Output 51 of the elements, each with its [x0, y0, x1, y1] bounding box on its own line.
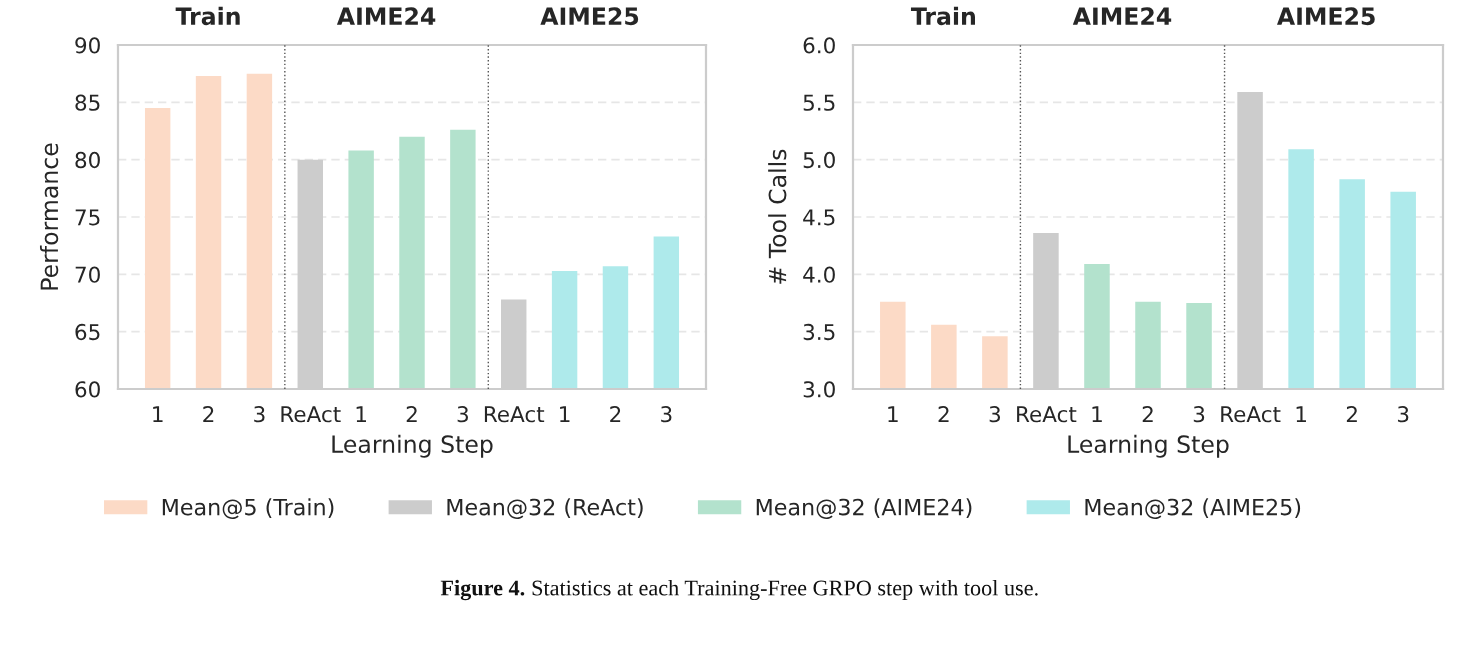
x-tick-label: 2 — [1346, 406, 1357, 423]
y-tick-label: 5.0 — [803, 151, 835, 169]
text: AIME25 — [540, 7, 639, 26]
y-tick-label: 80 — [75, 151, 100, 169]
text: AIME24 — [1072, 7, 1172, 25]
legend-label: Mean@5 (Train) — [162, 498, 334, 519]
x-tick-label: 2 — [203, 406, 214, 423]
y-tick-label: 75 — [75, 209, 100, 226]
x-tick-label: 3 — [1397, 406, 1409, 423]
x-tick-label: 3 — [661, 406, 672, 423]
x-tick-label: ReAct — [1017, 406, 1077, 423]
y-tick-label: 3.0 — [803, 381, 835, 398]
legend-label: Mean@32 (ReAct) — [447, 498, 643, 519]
text: Train — [175, 6, 240, 26]
x-tick-label: 1 — [888, 406, 898, 423]
x-tick-label: 3 — [1193, 406, 1205, 423]
x-tick-label: 3 — [254, 406, 265, 423]
text: Train — [910, 6, 975, 26]
x-tick-label: ReAct — [281, 406, 341, 423]
y-tick-label: 60 — [75, 381, 100, 398]
y-axis-title: # Tool Calls — [768, 149, 787, 284]
x-tick-label: 1 — [356, 406, 366, 423]
x-tick-label: ReAct — [1221, 406, 1281, 423]
y-tick-label: 4.5 — [803, 209, 835, 226]
x-tick-label: 1 — [560, 406, 570, 423]
x-tick-label: 2 — [610, 406, 621, 423]
x-tick-label: 2 — [938, 406, 949, 423]
x-axis-title: Learning Step — [332, 434, 493, 458]
y-tick-label: 5.5 — [803, 94, 835, 111]
text: AIME25 — [1276, 7, 1375, 26]
legend-label: Mean@32 (AIME25) — [1085, 498, 1301, 519]
y-axis-title: Performance — [39, 143, 59, 290]
y-tick-label: 4.0 — [803, 266, 835, 283]
x-tick-label: 1 — [153, 406, 163, 423]
x-tick-label: 2 — [1142, 406, 1153, 423]
legend-label: Mean@32 (AIME24) — [756, 498, 972, 519]
y-tick-label: 85 — [75, 94, 100, 111]
x-tick-label: 1 — [1296, 406, 1306, 423]
y-tick-label: 3.5 — [803, 323, 835, 341]
x-tick-label: 1 — [1092, 406, 1102, 423]
x-tick-label: 3 — [989, 406, 1001, 423]
x-tick-label: ReAct — [484, 406, 545, 423]
y-tick-label: 70 — [75, 266, 100, 283]
y-tick-label: 65 — [75, 323, 100, 341]
x-axis-title: Learning Step — [1068, 434, 1229, 458]
x-tick-label: 2 — [406, 406, 417, 423]
text: AIME24 — [336, 7, 436, 25]
y-tick-label: 90 — [75, 37, 100, 54]
y-tick-label: 6.0 — [803, 37, 835, 54]
x-tick-label: 3 — [457, 406, 468, 423]
caption: Figure 4. Statistics at each Training-Free GRPO step with tool use. — [440, 579, 1038, 601]
